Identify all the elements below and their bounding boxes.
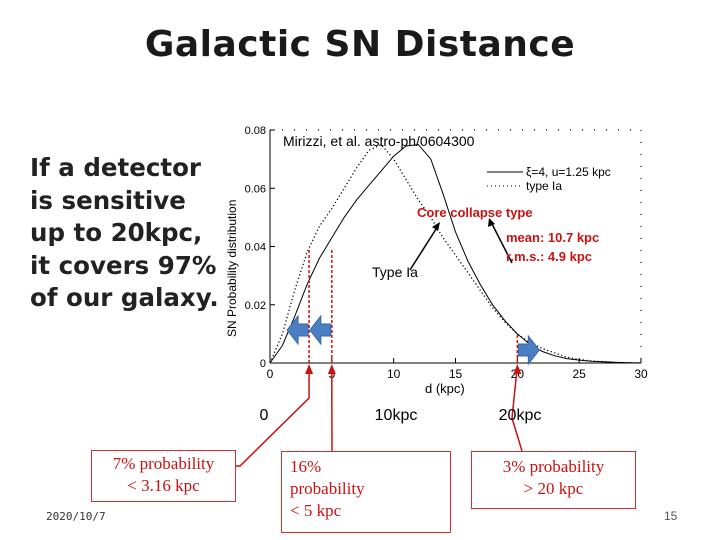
curves bbox=[269, 143, 642, 364]
callout-line: > 20 kpc bbox=[523, 479, 584, 498]
y-tick-label: 0.06 bbox=[245, 183, 266, 195]
core-collapse-rms: r.m.s.: 4.9 kpc bbox=[506, 249, 592, 264]
core-collapse-title: Core collapse type bbox=[417, 205, 533, 220]
x-axis-label: d (kpc) bbox=[425, 381, 465, 396]
marker-label-20kpc: 20kpc bbox=[499, 407, 542, 424]
y-tick-label: 0.08 bbox=[245, 125, 266, 137]
footer-date: 2020/10/7 bbox=[46, 510, 106, 523]
x-tick-label: 15 bbox=[449, 367, 463, 381]
callout-connectors bbox=[234, 218, 523, 467]
connector-arrowhead bbox=[513, 364, 522, 374]
callout-line: < 3.16 kpc bbox=[127, 476, 200, 495]
marker-label-10kpc: 10kpc bbox=[375, 407, 418, 424]
y-tick-label: 0.02 bbox=[245, 300, 266, 312]
connector-box3 bbox=[511, 365, 523, 452]
connector-arrowhead bbox=[305, 364, 314, 374]
connector-box1 bbox=[234, 366, 310, 467]
y-tick-label: 0.04 bbox=[245, 242, 266, 254]
coverage-line: of our galaxy. bbox=[30, 283, 219, 312]
pointer-arrow-core-collapse bbox=[490, 221, 513, 264]
y-axis-label: SN Probability distribution bbox=[225, 200, 239, 337]
type-ia-curve bbox=[269, 143, 642, 364]
type-ia-label: Type Ia bbox=[372, 264, 418, 280]
callout-box-16-percent: 16% probability < 5 kpc bbox=[281, 451, 451, 533]
coverage-statement: If a detector is sensitive up to 20kpc, … bbox=[30, 152, 230, 315]
callout-box-3-percent: 3% probability > 20 kpc bbox=[471, 451, 636, 509]
coverage-line: If a detector bbox=[30, 153, 201, 182]
page-number: 15 bbox=[664, 509, 678, 523]
callout-line: probability bbox=[290, 479, 365, 498]
callout-line: 3% probability bbox=[502, 457, 605, 476]
coverage-line: up to 20kpc, bbox=[30, 218, 203, 247]
pointer-arrow-type-ia bbox=[409, 225, 439, 271]
coverage-line: is sensitive bbox=[30, 185, 186, 215]
x-tick-label: 0 bbox=[267, 367, 274, 381]
x-tick-label: 10 bbox=[387, 367, 401, 381]
x-tick-label: 30 bbox=[634, 367, 648, 381]
slide-title: Galactic SN Distance bbox=[144, 24, 576, 65]
citation-label: Mirizzi, et al. astro-ph/0604300 bbox=[283, 133, 475, 149]
callout-line: 7% probability bbox=[112, 454, 215, 473]
legend-dotted-label: type Ia bbox=[526, 179, 562, 193]
blue-arrows bbox=[286, 314, 540, 366]
pointer-arrowhead bbox=[488, 218, 495, 227]
callout-line: 16% bbox=[290, 457, 322, 476]
coverage-line: it covers 97% bbox=[30, 250, 217, 280]
blue-arrow-right bbox=[517, 334, 540, 366]
callout-box-7-percent: 7% probability < 3.16 kpc bbox=[91, 450, 236, 502]
blue-arrow-left bbox=[309, 314, 332, 346]
legend-solid-label: ξ=4, u=1.25 kpc bbox=[526, 165, 611, 179]
blue-arrow-left bbox=[286, 314, 309, 346]
axis-ticks: 05101520253000.020.040.060.08 bbox=[245, 125, 648, 381]
core-collapse-mean: mean: 10.7 kpc bbox=[506, 230, 599, 245]
connector-arrowhead bbox=[327, 364, 336, 374]
callout-line: < 5 kpc bbox=[290, 501, 342, 520]
x-tick-label: 25 bbox=[572, 367, 586, 381]
marker-label-0: 0 bbox=[260, 407, 269, 424]
y-tick-label: 0 bbox=[260, 358, 266, 370]
pointer-arrowhead bbox=[432, 222, 440, 231]
